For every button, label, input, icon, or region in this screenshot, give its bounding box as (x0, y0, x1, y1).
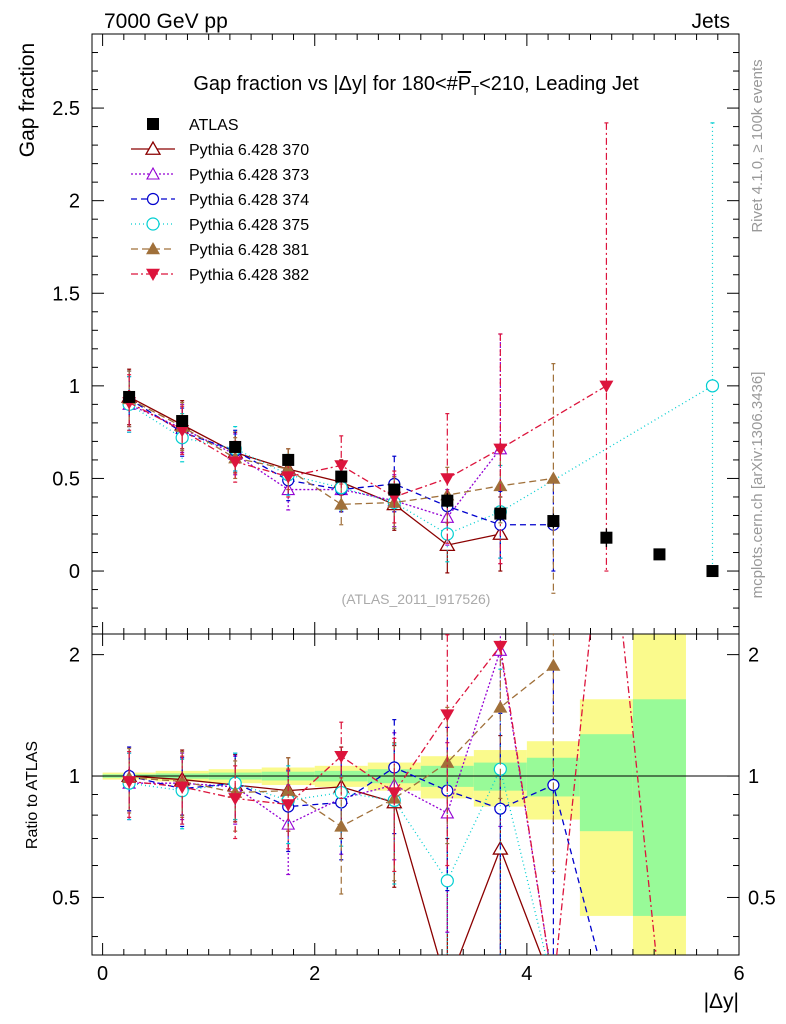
title-sub: T (471, 83, 479, 98)
atlas-point (282, 453, 295, 466)
legend-label-p375: Pythia 6.428 375 (189, 217, 309, 234)
ratio-point-p382 (281, 799, 296, 812)
atlas-point (123, 390, 136, 403)
ratio-point-p381 (493, 700, 508, 713)
ratio-y-tick-label-right: 0.5 (748, 887, 776, 909)
atlas-point (176, 415, 189, 428)
legend-label-p382: Pythia 6.428 382 (189, 267, 309, 284)
legend-label-p381: Pythia 6.428 381 (189, 242, 309, 259)
axes: 0 2 4 6 0 0.5 1 1.5 2 2.5 0.5 0.5 1 1 2 2 (52, 34, 776, 985)
legend-marker-p370 (144, 140, 162, 155)
ratio-series-p375 (122, 668, 547, 955)
ratio-point-p382 (228, 793, 243, 806)
band-green (579, 734, 633, 832)
point-p381 (334, 497, 349, 510)
y-tick-label: 2 (69, 191, 80, 213)
legend-marker-atlas (147, 118, 159, 130)
ratio-y-tick-label-right: 2 (748, 645, 759, 667)
mcplots-label: mcplots.cern.ch [arXiv:1306.3436] (749, 372, 766, 599)
atlas-point (388, 483, 401, 496)
ratio-point-p374 (494, 802, 507, 815)
point-p382 (175, 425, 190, 438)
atlas-point (441, 494, 454, 507)
legend-marker-p382 (146, 268, 160, 281)
ratio-y-axis-label: Ratio to ATLAS (24, 741, 41, 849)
ratio-point-p382 (334, 750, 349, 764)
atlas-point (229, 440, 242, 453)
atlas-point (494, 507, 507, 520)
point-p381 (546, 471, 561, 484)
x-tick-label: 0 (97, 963, 108, 985)
legend-marker-p375 (146, 217, 160, 231)
series-p370 (121, 368, 509, 574)
y-tick-label: 1 (69, 376, 80, 398)
ratio-y-tick-label: 0.5 (52, 887, 80, 909)
legend: ATLAS Pythia 6.428 370 Pythia 6.428 373 Pyt… (131, 117, 309, 284)
analysis-label: (ATLAS_2011_I917526) (342, 591, 491, 607)
mc-series-ratio (121, 634, 657, 955)
ratio-y-tick-label: 2 (69, 645, 80, 667)
ratio-line-p374 (128, 766, 599, 955)
title-post: <210, Leading Jet (479, 73, 639, 95)
atlas-point (706, 565, 719, 578)
x-axis-label: |Δy| (704, 990, 739, 1013)
ratio-line-p382 (129, 634, 657, 955)
title-pre: Gap fraction vs |Δy| for 180<# (193, 73, 458, 95)
ratio-y-tick-label: 1 (69, 766, 80, 788)
series-line-p370 (128, 396, 501, 546)
ratio-point-p382 (440, 709, 455, 722)
point-p375 (705, 379, 720, 393)
point-p382 (281, 471, 296, 484)
legend-marker-p381 (146, 242, 160, 255)
series-p375 (122, 122, 720, 572)
ratio-point-p382 (175, 781, 190, 794)
ratio-point-p382 (493, 640, 508, 654)
y-axis-label: Gap fraction (16, 43, 39, 157)
series-line-p375 (128, 385, 713, 535)
rivet-label: Rivet 4.1.0, ≥ 100k events (749, 59, 766, 232)
y-tick-label: 2.5 (52, 98, 80, 120)
series-p382 (122, 122, 614, 572)
ratio-series-p382 (122, 634, 657, 955)
y-tick-label: 0 (69, 561, 80, 583)
atlas-point (335, 470, 348, 483)
point-p382 (440, 473, 455, 486)
legend-marker-p374 (146, 192, 160, 206)
x-tick-label: 6 (733, 963, 744, 985)
y-tick-label: 1.5 (52, 283, 80, 305)
plot-title: Gap fraction vs |Δy| for 180<#PT<210, Le… (193, 73, 639, 98)
ratio-y-tick-label-right: 1 (748, 766, 759, 788)
x-tick-label: 4 (521, 963, 532, 985)
y-tick-label: 0.5 (52, 468, 80, 490)
point-p382 (334, 460, 349, 473)
ratio-point-p381 (546, 658, 561, 671)
ratio-point-p375 (440, 874, 454, 888)
header-jets: Jets (691, 10, 730, 33)
atlas-point (547, 515, 560, 528)
series-line-p381 (128, 398, 554, 506)
series-line-p373 (128, 403, 501, 519)
title-p: P (458, 73, 471, 95)
atlas-point (653, 548, 666, 561)
ratio-point-p381 (334, 819, 349, 832)
band-green (632, 699, 686, 916)
header-energy: 7000 GeV pp (104, 10, 228, 33)
legend-label-p373: Pythia 6.428 373 (189, 167, 309, 184)
ratio-point-p382 (122, 776, 137, 789)
x-tick-label: 2 (309, 963, 320, 985)
legend-marker-p373 (146, 166, 160, 180)
ratio-point-p382 (387, 787, 402, 800)
ratio-series-p374 (123, 667, 599, 955)
point-p382 (228, 456, 243, 469)
legend-label-atlas: ATLAS (189, 117, 239, 134)
legend-label-p370: Pythia 6.428 370 (189, 142, 309, 159)
point-p382 (493, 443, 508, 456)
legend-label-p374: Pythia 6.428 374 (189, 192, 309, 209)
point-p382 (599, 380, 614, 393)
series-line-p382 (128, 385, 607, 498)
atlas-point (600, 531, 613, 544)
atlas-data-main (123, 390, 719, 578)
